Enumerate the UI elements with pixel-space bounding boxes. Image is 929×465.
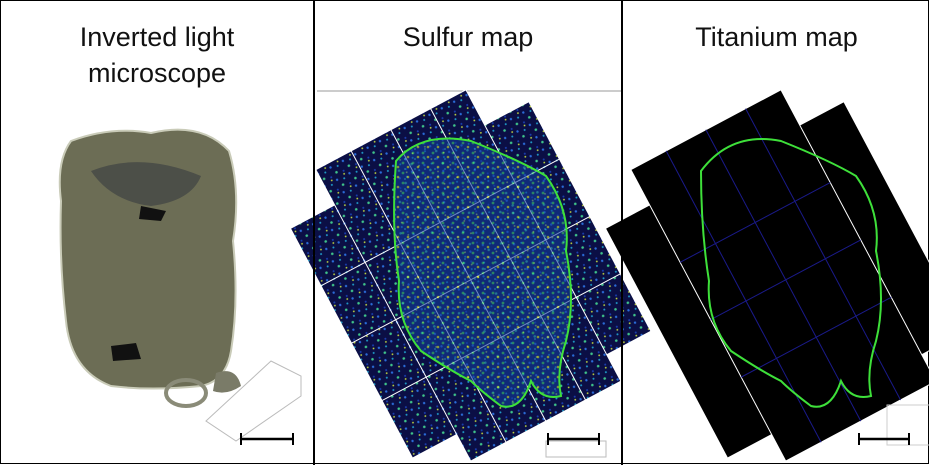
figure: Inverted light microscope Sulfur map Tit… [0, 0, 929, 464]
panel-title: Inverted light microscope [56, 19, 258, 91]
panel: Sulfur map [315, 1, 623, 465]
panel-title: Sulfur map [315, 19, 621, 55]
panel-title: Titanium map [623, 19, 929, 55]
panel: Titanium map [623, 1, 929, 465]
panel: Inverted light microscope [1, 1, 315, 465]
